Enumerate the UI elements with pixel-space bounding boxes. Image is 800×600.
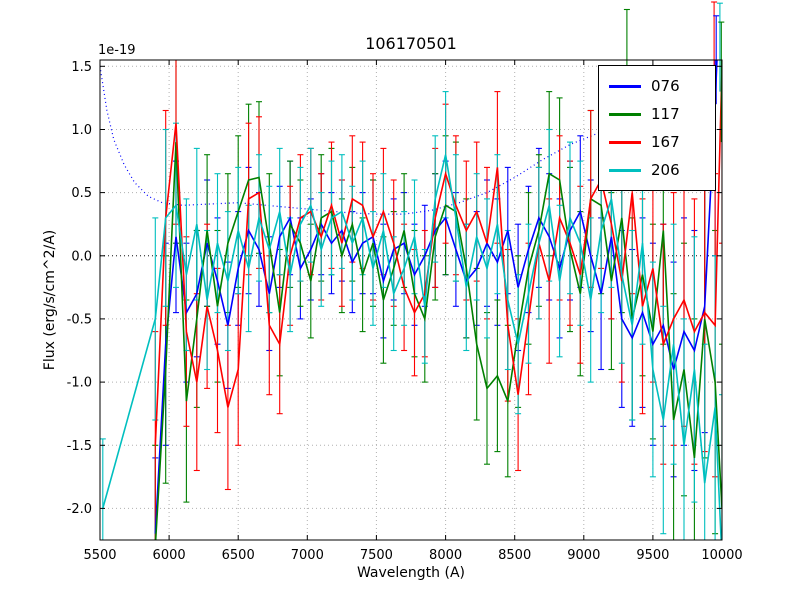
- x-tick-label: 8000: [429, 548, 462, 563]
- x-tick-label: 8500: [498, 548, 531, 563]
- series-line-206: [102, 154, 722, 540]
- legend-label: 117: [651, 105, 680, 123]
- y-axis-label: Flux (erg/s/cm^2/A): [42, 230, 58, 370]
- legend-line-swatch: [609, 168, 641, 172]
- tick-labels: 5500 6000 6500 7000 7500 8000 8500 9000 9500 1000…: [67, 60, 743, 563]
- series-line-076: [154, 60, 718, 534]
- x-tick-label: 6000: [153, 548, 186, 563]
- y-tick-label: -1.0: [67, 376, 92, 391]
- legend-item-076: 076: [599, 72, 715, 100]
- x-tick-label: 9500: [636, 548, 669, 563]
- y-tick-label: -1.5: [67, 439, 92, 454]
- legend-item-206: 206: [599, 156, 715, 184]
- y-tick-label: -0.5: [67, 312, 92, 327]
- x-tick-label: 5500: [83, 548, 116, 563]
- legend-label: 206: [651, 161, 680, 179]
- x-tick-label: 7000: [291, 548, 324, 563]
- legend-line-swatch: [609, 84, 641, 88]
- series-line-117: [154, 142, 722, 540]
- legend-item-117: 117: [599, 100, 715, 128]
- chart-title: 106170501: [365, 34, 457, 53]
- y-tick-label: 1.0: [71, 123, 92, 138]
- y-tick-label: 1.5: [71, 60, 92, 75]
- x-tick-label: 7500: [360, 548, 393, 563]
- legend: 076 117 167 206: [598, 65, 716, 191]
- x-tick-label: 10000: [701, 548, 742, 563]
- x-tick-label: 6500: [222, 548, 255, 563]
- y-offset-label: 1e-19: [98, 43, 136, 58]
- y-tick-label: -2.0: [67, 502, 92, 517]
- axis-ticks: [99, 60, 723, 540]
- legend-line-swatch: [609, 140, 641, 144]
- y-tick-label: 0.0: [71, 249, 92, 264]
- legend-label: 076: [651, 77, 680, 95]
- legend-item-167: 167: [599, 128, 715, 156]
- y-tick-label: 0.5: [71, 186, 92, 201]
- axes-frame: [99, 59, 723, 541]
- x-axis-label: Wavelength (A): [357, 565, 465, 581]
- legend-line-swatch: [609, 112, 641, 116]
- x-tick-label: 9000: [567, 548, 600, 563]
- legend-label: 167: [651, 133, 680, 151]
- series-line-167: [154, 66, 722, 446]
